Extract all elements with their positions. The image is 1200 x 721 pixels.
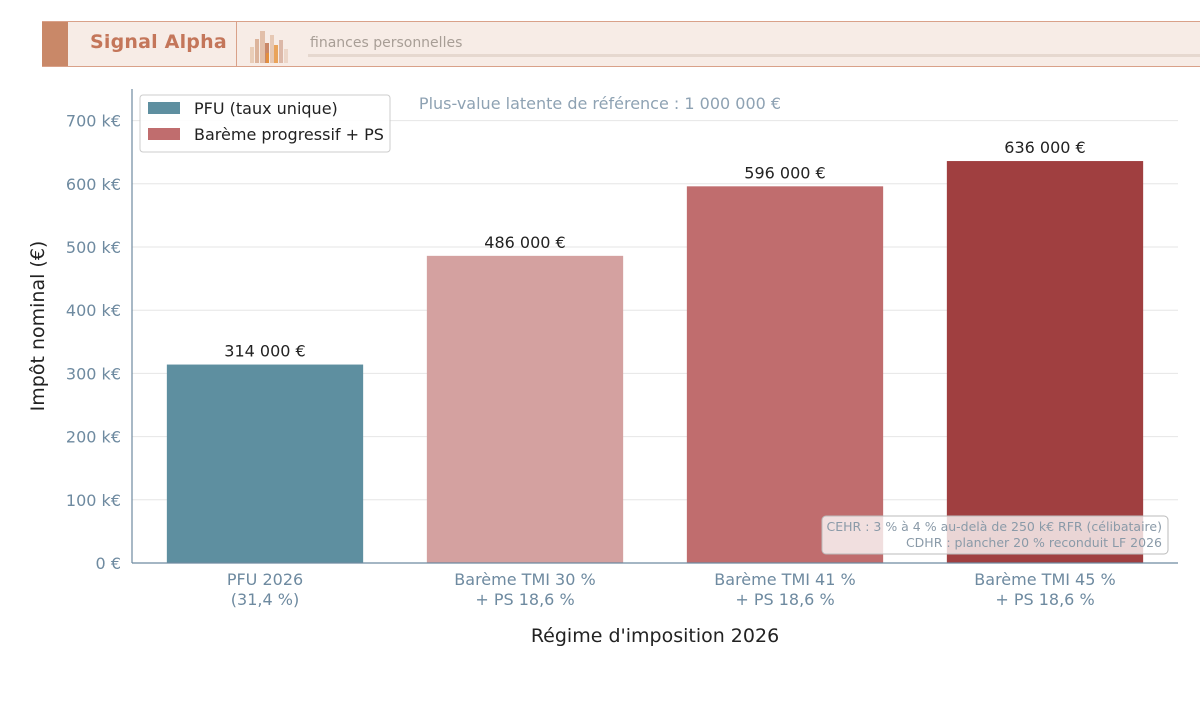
y-tick-label: 100 k€ [66,491,121,510]
bars [166,161,1144,563]
category-labels: PFU 2026(31,4 %)Barème TMI 30 %+ PS 18,6… [227,570,1116,609]
bar [166,364,364,563]
header-banner: Signal Alpha finances personnelles [42,21,1200,67]
category-label: + PS 18,6 % [475,590,574,609]
bar [946,161,1144,563]
y-tick-label: 700 k€ [66,112,121,131]
value-label: 636 000 € [1004,138,1085,157]
legend: PFU (taux unique) Barème progressif + PS [139,94,391,153]
legend-box [139,94,391,153]
y-tick-label: 400 k€ [66,301,121,320]
category-label: + PS 18,6 % [735,590,834,609]
note-box-frame [821,515,1169,555]
y-tick-label: 0 € [96,554,121,573]
category-label: (31,4 %) [231,590,299,609]
category-label: Barème TMI 45 % [974,570,1115,589]
tagline: finances personnelles [310,35,463,51]
tagline-underline [308,54,1200,57]
banner-separator [236,22,237,66]
y-tick-label: 300 k€ [66,364,121,383]
axes [131,89,1178,564]
note-line-cdhr: CDHR : plancher 20 % reconduit LF 2026 [906,535,1162,550]
value-label: 486 000 € [484,233,565,252]
category-label: Barème TMI 41 % [714,570,855,589]
x-axis-title: Régime d'imposition 2026 [531,625,779,647]
category-label: Barème TMI 30 % [454,570,595,589]
bar [686,186,884,563]
legend-swatch-pfu [148,102,180,114]
brand-name: Signal Alpha [90,31,227,53]
y-tick-label: 500 k€ [66,238,121,257]
category-label: PFU 2026 [227,570,303,589]
value-labels: 314 000 € 486 000 € 596 000 € 636 000 € [224,138,1085,361]
value-label: 314 000 € [224,342,305,361]
reference-annotation: Plus-value latente de référence : 1 000 … [419,94,781,113]
note-line-cehr: CEHR : 3 % à 4 % au-delà de 250 k€ RFR (… [827,519,1162,534]
y-tick-label: 600 k€ [66,175,121,194]
legend-swatch-bareme [148,128,180,140]
y-tick-labels: 0 € 100 k€ 200 k€ 300 k€ 400 k€ 500 k€ 600 k€ 7… [66,112,121,573]
city-skyline-logo-icon [250,31,288,63]
y-axis-title: Impôt nominal (€) [27,241,49,412]
banner-accent-square [42,22,68,66]
value-label: 596 000 € [744,163,825,182]
y-tick-label: 200 k€ [66,428,121,447]
legend-label-bareme: Barème progressif + PS [194,125,384,144]
bar [426,255,624,563]
note-box: CEHR : 3 % à 4 % au-delà de 250 k€ RFR (… [821,515,1169,555]
legend-label-pfu: PFU (taux unique) [194,99,338,118]
category-label: + PS 18,6 % [995,590,1094,609]
